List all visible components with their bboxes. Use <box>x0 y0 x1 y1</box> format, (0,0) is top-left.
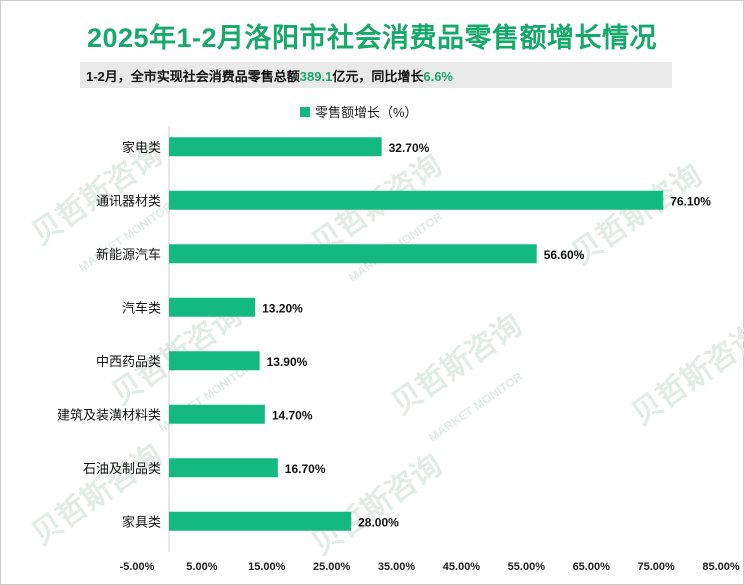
bar <box>169 190 664 210</box>
data-label: 56.60% <box>544 248 585 262</box>
legend-swatch <box>300 107 310 117</box>
x-tick-label: 75.00% <box>637 561 675 573</box>
category-label: 汽车类 <box>122 300 161 315</box>
category-label: 家具类 <box>122 514 161 529</box>
category-label: 通讯器材类 <box>96 193 161 208</box>
category-label: 家电类 <box>122 140 161 155</box>
subtitle: 1-2月，全市实现社会消费品零售总额389.1亿元，同比增长6.6% <box>86 66 453 85</box>
data-label: 32.70% <box>389 141 430 155</box>
legend: 零售额增长（%） <box>300 102 418 121</box>
category-label: 石油及制品类 <box>83 461 161 476</box>
category-label: 建筑及装潢材料类 <box>57 407 161 422</box>
bar <box>169 511 352 531</box>
x-tick-label: 25.00% <box>313 561 351 573</box>
x-tick-label: 85.00% <box>702 561 740 573</box>
bar <box>169 404 265 424</box>
subtitle-total-value: 389.1 <box>299 69 333 84</box>
data-label: 76.10% <box>670 194 711 208</box>
x-tick-label: 5.00% <box>186 561 217 573</box>
legend-label: 零售额增长（%） <box>315 105 418 120</box>
data-label: 13.20% <box>262 301 303 315</box>
subtitle-growth-value: 6.6% <box>423 69 453 84</box>
bar <box>169 458 278 478</box>
data-label: 28.00% <box>358 515 399 529</box>
bar <box>169 244 537 264</box>
chart-title: 2025年1-2月洛阳市社会消费品零售额增长情况 <box>86 23 658 53</box>
data-label: 13.90% <box>267 355 308 369</box>
x-tick-label: 35.00% <box>378 561 416 573</box>
bar <box>169 351 260 371</box>
data-label: 14.70% <box>272 408 313 422</box>
x-tick-label: -5.00% <box>120 561 155 573</box>
subtitle-prefix: 1-2月，全市实现社会消费品零售总额 <box>86 69 300 84</box>
bar <box>169 297 256 317</box>
x-tick-label: 15.00% <box>248 561 286 573</box>
x-tick-label: 55.00% <box>508 561 546 573</box>
data-label: 16.70% <box>285 462 326 476</box>
subtitle-mid: 亿元，同比增长 <box>332 69 424 84</box>
subtitle-box <box>80 62 672 88</box>
category-label: 中西药品类 <box>96 354 161 369</box>
x-tick-label: 65.00% <box>573 561 611 573</box>
bar <box>169 137 382 157</box>
category-label: 新能源汽车 <box>96 247 161 262</box>
x-tick-label: 45.00% <box>443 561 481 573</box>
